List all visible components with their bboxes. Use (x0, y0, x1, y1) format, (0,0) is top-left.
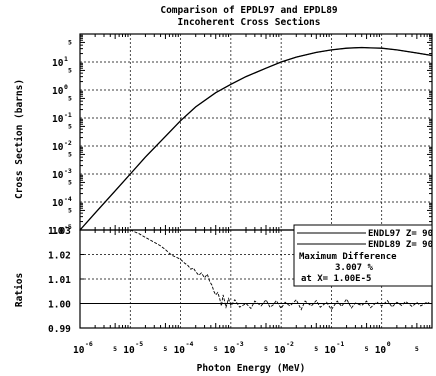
top-y-minor-label: 5 (68, 150, 72, 158)
x-minor-label: 5 (314, 345, 318, 353)
top-y-tick-exponent: -5 (64, 223, 72, 231)
top-y-minor-label: 5 (68, 38, 72, 46)
x-minor-label: 5 (214, 345, 218, 353)
top-y-tick-exponent: -4 (64, 195, 72, 203)
legend-annotation-heading: Maximum Difference (299, 251, 397, 262)
legend: ENDL97 Z= 90 ENDL89 Z= 90 Maximum Differ… (293, 224, 433, 287)
chart-title: Comparison of EPDL97 and EPDL89 (160, 5, 338, 16)
top-y-tick-exponent: -3 (64, 167, 72, 175)
x-tick-label: 10 (174, 345, 186, 356)
top-y-tick-exponent: 0 (64, 83, 68, 91)
x-minor-label: 5 (415, 345, 419, 353)
top-y-tick-label: 10 (52, 58, 64, 69)
legend-box (293, 224, 433, 287)
top-y-tick-exponent: -2 (64, 139, 72, 147)
series-line-ratio (130, 229, 433, 311)
top-y-tick-label: 10 (52, 142, 64, 153)
x-tick-exponent: -1 (336, 340, 344, 348)
bottom-y-tick-label: 1.02 (48, 251, 71, 262)
top-y-minor-label: 5 (68, 206, 72, 214)
x-tick-exponent: -2 (286, 340, 294, 348)
top-y-tick-label: 10 (52, 226, 64, 237)
top-y-minor-label: 5 (68, 94, 72, 102)
bottom-y-tick-label: 1.00 (48, 300, 71, 311)
legend-label-endl89: ENDL89 Z= 90 (368, 240, 433, 250)
bottom-y-axis-label: Ratios (14, 273, 25, 307)
x-tick-exponent: -6 (85, 340, 93, 348)
bottom-y-tick-label: 0.99 (48, 324, 71, 335)
legend-label-endl97: ENDL97 Z= 90 (368, 229, 433, 239)
legend-annotation-value: 3.007 % (335, 263, 374, 273)
top-y-axis-label: Cross Section (barns) (14, 79, 25, 199)
top-y-minor-label: 5 (68, 178, 72, 186)
top-y-tick-exponent: 1 (64, 55, 68, 63)
top-y-tick-label: 10 (52, 170, 64, 181)
top-y-minor-label: 5 (68, 122, 72, 130)
x-minor-label: 5 (113, 345, 117, 353)
x-minor-label: 5 (365, 345, 369, 353)
x-tick-label: 10 (123, 345, 135, 356)
x-tick-label: 10 (274, 345, 286, 356)
top-panel-frame (79, 33, 433, 231)
series-line-endl89 (79, 47, 433, 231)
chart-subtitle: Incoherent Cross Sections (178, 17, 321, 28)
x-tick-label: 10 (73, 345, 85, 356)
x-minor-label: 5 (264, 345, 268, 353)
top-y-tick-label: 10 (52, 114, 64, 125)
top-y-tick-label: 10 (52, 198, 64, 209)
legend-annotation-location: at X= 1.00E-5 (301, 274, 371, 284)
x-tick-exponent: -3 (236, 340, 244, 348)
x-tick-exponent: -5 (135, 340, 143, 348)
top-y-minor-label: 5 (68, 66, 72, 74)
x-axis-label: Photon Energy (MeV) (197, 363, 306, 374)
x-tick-exponent: -4 (186, 340, 194, 348)
top-y-tick-exponent: -1 (64, 111, 72, 119)
bottom-y-tick-label: 1.03 (48, 226, 71, 237)
x-tick-exponent: 0 (387, 340, 391, 348)
bottom-y-tick-label: 1.01 (48, 275, 71, 286)
x-tick-label: 10 (375, 345, 387, 356)
top-y-tick-label: 10 (52, 86, 64, 97)
series-line-endl97 (79, 46, 433, 231)
x-tick-label: 10 (224, 345, 236, 356)
x-tick-label: 10 (324, 345, 336, 356)
x-minor-label: 5 (163, 345, 167, 353)
